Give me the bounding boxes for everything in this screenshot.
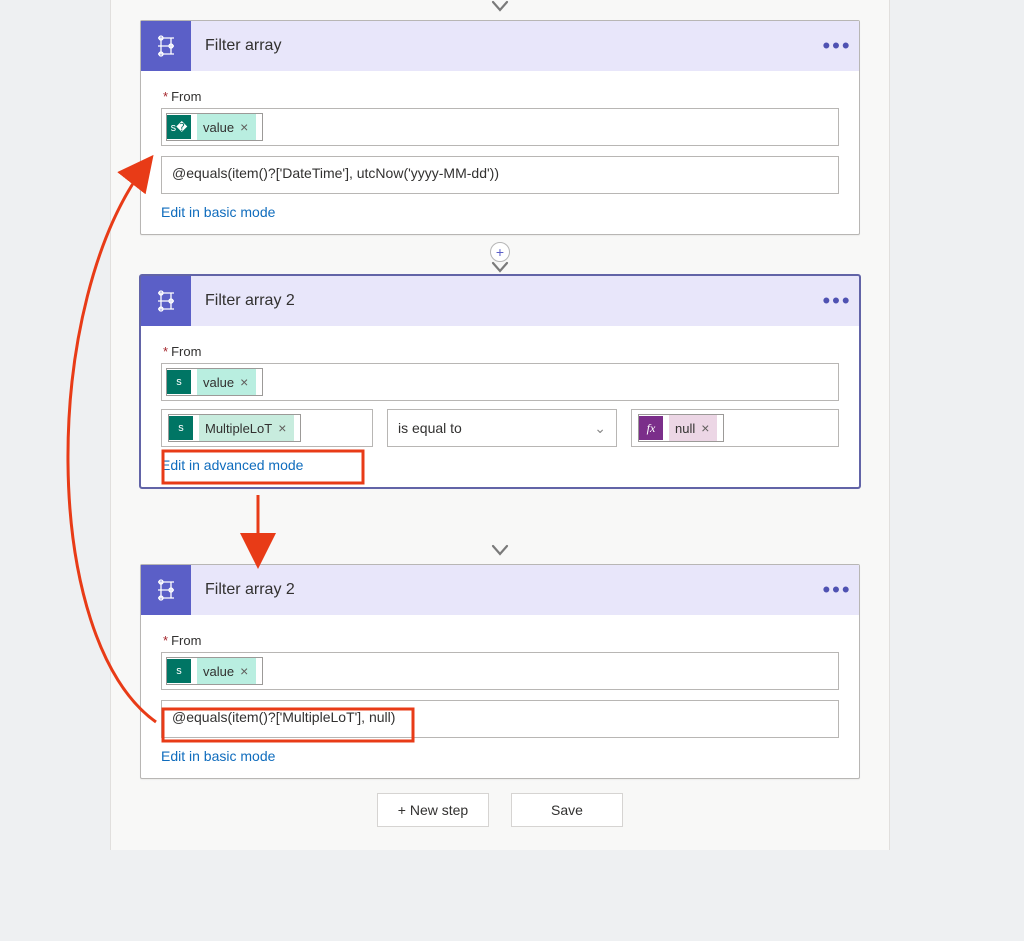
from-input[interactable]: s�⁠ value × xyxy=(161,108,839,146)
token-remove-icon[interactable]: × xyxy=(697,420,713,436)
token-remove-icon[interactable]: × xyxy=(274,420,290,436)
condition-left-input[interactable]: s MultipleLoT × xyxy=(161,409,373,447)
condition-right-input[interactable]: fx null × xyxy=(631,409,839,447)
from-label: *From xyxy=(163,633,839,648)
connector-arrow xyxy=(111,0,889,14)
flow-canvas: Filter array ••• *From s�⁠ value × @equa… xyxy=(110,0,890,850)
sharepoint-icon: s xyxy=(167,370,191,394)
data-operation-icon xyxy=(141,21,191,71)
chevron-down-icon: ⌄ xyxy=(594,420,606,437)
sharepoint-icon: s�⁠ xyxy=(167,115,191,139)
action-card-filter-array-1: Filter array ••• *From s�⁠ value × @equa… xyxy=(140,20,860,235)
card-title: Filter array 2 xyxy=(191,581,815,599)
token-remove-icon[interactable]: × xyxy=(236,663,252,679)
token-remove-icon[interactable]: × xyxy=(236,374,252,390)
sharepoint-icon: s xyxy=(167,659,191,683)
data-operation-icon xyxy=(141,276,191,326)
card-title: Filter array 2 xyxy=(191,292,815,310)
card-menu-button[interactable]: ••• xyxy=(815,577,859,603)
action-card-filter-array-2a: Filter array 2 ••• *From s value × s Mul… xyxy=(140,275,860,488)
fx-icon: fx xyxy=(639,416,663,440)
condition-operator-select[interactable]: is equal to ⌄ xyxy=(387,409,617,447)
token-value[interactable]: s�⁠ value × xyxy=(166,113,263,141)
edit-basic-mode-link[interactable]: Edit in basic mode xyxy=(161,748,275,764)
edit-basic-mode-link[interactable]: Edit in basic mode xyxy=(161,204,275,220)
token-multiplelot[interactable]: s MultipleLoT × xyxy=(168,414,301,442)
data-operation-icon xyxy=(141,565,191,615)
card-header[interactable]: Filter array 2 ••• xyxy=(141,565,859,615)
from-label: *From xyxy=(163,89,839,104)
connector-arrow xyxy=(111,261,889,275)
plus-icon[interactable]: + xyxy=(490,242,510,262)
filter-expression-input[interactable]: @equals(item()?['MultipleLoT'], null) xyxy=(161,700,839,738)
add-step-between[interactable]: + xyxy=(111,235,889,261)
action-card-filter-array-2b: Filter array 2 ••• *From s value × @equa… xyxy=(140,564,860,779)
filter-expression-input[interactable]: @equals(item()?['DateTime'], utcNow('yyy… xyxy=(161,156,839,194)
card-title: Filter array xyxy=(191,37,815,55)
connector-arrow xyxy=(111,544,889,558)
token-value[interactable]: s value × xyxy=(166,657,263,685)
sharepoint-icon: s xyxy=(169,416,193,440)
new-step-button[interactable]: + New step xyxy=(377,793,489,827)
from-input[interactable]: s value × xyxy=(161,363,839,401)
card-menu-button[interactable]: ••• xyxy=(815,288,859,314)
edit-advanced-mode-link[interactable]: Edit in advanced mode xyxy=(161,457,303,473)
token-value[interactable]: s value × xyxy=(166,368,263,396)
from-label: *From xyxy=(163,344,839,359)
from-input[interactable]: s value × xyxy=(161,652,839,690)
token-remove-icon[interactable]: × xyxy=(236,119,252,135)
card-menu-button[interactable]: ••• xyxy=(815,33,859,59)
card-header[interactable]: Filter array 2 ••• xyxy=(141,276,859,326)
token-null-expression[interactable]: fx null × xyxy=(638,414,724,442)
card-header[interactable]: Filter array ••• xyxy=(141,21,859,71)
save-button[interactable]: Save xyxy=(511,793,623,827)
